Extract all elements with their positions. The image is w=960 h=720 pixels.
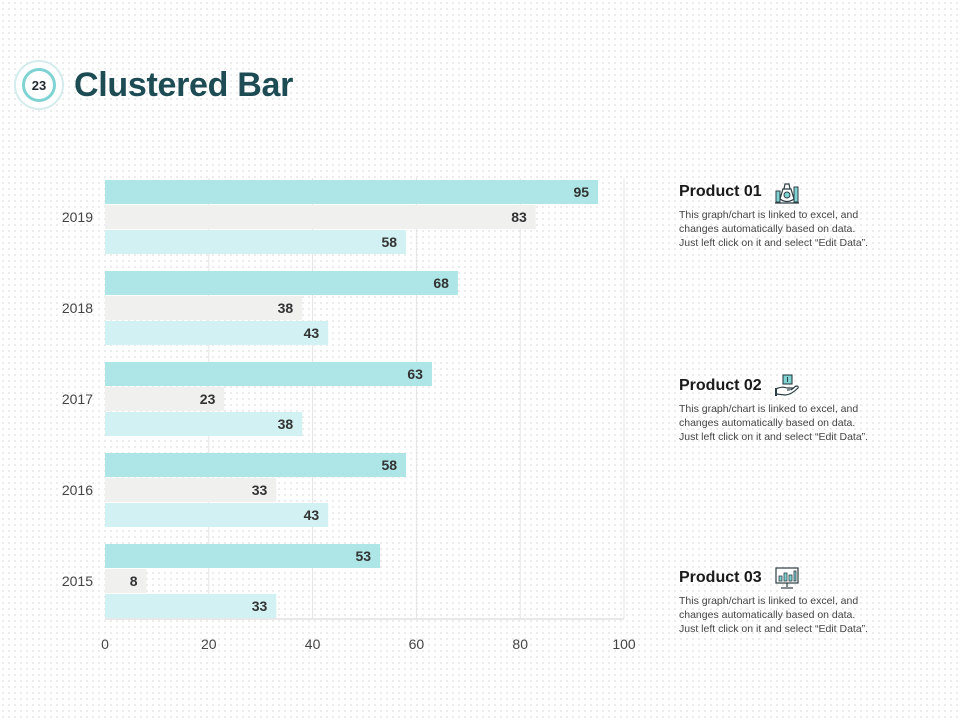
slide-number: 23: [22, 68, 56, 102]
data-label-2015-series-2: 8: [130, 573, 138, 589]
bar-2019-series-2: [105, 205, 536, 229]
bar-2017-series-1: [105, 362, 432, 386]
data-label-2018-series-1: 68: [433, 275, 449, 291]
product-2-title: Product 02: [679, 377, 762, 394]
category-label-2018: 2018: [62, 300, 93, 316]
hand-money-icon: [774, 374, 799, 396]
category-label-2019: 2019: [62, 209, 93, 225]
product-3-description: This graph/chart is linked to excel, and…: [679, 595, 869, 635]
bar-2018-series-3: [105, 321, 329, 345]
bar-2017-series-2: [105, 387, 225, 411]
data-label-2015-series-3: 33: [252, 598, 268, 614]
data-label-2016-series-3: 43: [304, 507, 320, 523]
bar-2016-series-2: [105, 478, 277, 502]
category-label-2015: 2015: [62, 573, 93, 589]
slide-header: 23 Clustered Bar: [14, 58, 293, 112]
data-label-2018-series-3: 43: [304, 325, 320, 341]
product-legend-2: Product 02 This graph/chart is linked to…: [679, 372, 919, 444]
bar-2016-series-3: [105, 503, 329, 527]
data-label-2017-series-2: 23: [200, 391, 216, 407]
data-label-2019-series-2: 83: [511, 209, 527, 225]
bar-2016-series-1: [105, 453, 407, 477]
x-tick-label-20: 20: [201, 636, 217, 652]
product-legend-3: Product 03 This graph/chart is linked to…: [679, 564, 919, 636]
product-1-title: Product 01: [679, 183, 762, 200]
page-title: Clustered Bar: [74, 65, 294, 104]
bar-2018-series-2: [105, 296, 303, 320]
money-bag-chart-icon: [774, 183, 799, 204]
category-label-2016: 2016: [62, 482, 93, 498]
bar-2015-series-3: [105, 594, 277, 618]
product-legend-1: Product 01 This graph/chart is linked to…: [679, 178, 919, 250]
bar-2019-series-3: [105, 230, 407, 254]
data-label-2016-series-2: 33: [252, 482, 268, 498]
data-label-2017-series-3: 38: [278, 416, 294, 432]
product-2-description: This graph/chart is linked to excel, and…: [679, 403, 869, 443]
bar-2017-series-3: [105, 412, 303, 436]
bar-2015-series-2: [105, 569, 147, 593]
bar-2019-series-1: [105, 180, 599, 204]
product-3-title: Product 03: [679, 569, 762, 586]
x-tick-label-100: 100: [612, 636, 636, 652]
x-tick-label-0: 0: [101, 636, 109, 652]
x-tick-label-40: 40: [305, 636, 321, 652]
data-label-2019-series-1: 95: [573, 184, 589, 200]
bar-2018-series-1: [105, 271, 458, 295]
product-1-description: This graph/chart is linked to excel, and…: [679, 209, 869, 249]
data-label-2016-series-1: 58: [381, 457, 397, 473]
data-label-2018-series-2: 38: [278, 300, 294, 316]
slide-number-badge: 23: [14, 60, 64, 110]
category-label-2017: 2017: [62, 391, 93, 407]
bar-2015-series-1: [105, 544, 381, 568]
x-tick-label-80: 80: [512, 636, 528, 652]
monitor-chart-icon: [775, 567, 799, 589]
data-label-2017-series-1: 63: [407, 366, 423, 382]
data-label-2019-series-3: 58: [381, 234, 397, 250]
data-label-2015-series-1: 53: [355, 548, 371, 564]
x-tick-label-60: 60: [409, 636, 425, 652]
